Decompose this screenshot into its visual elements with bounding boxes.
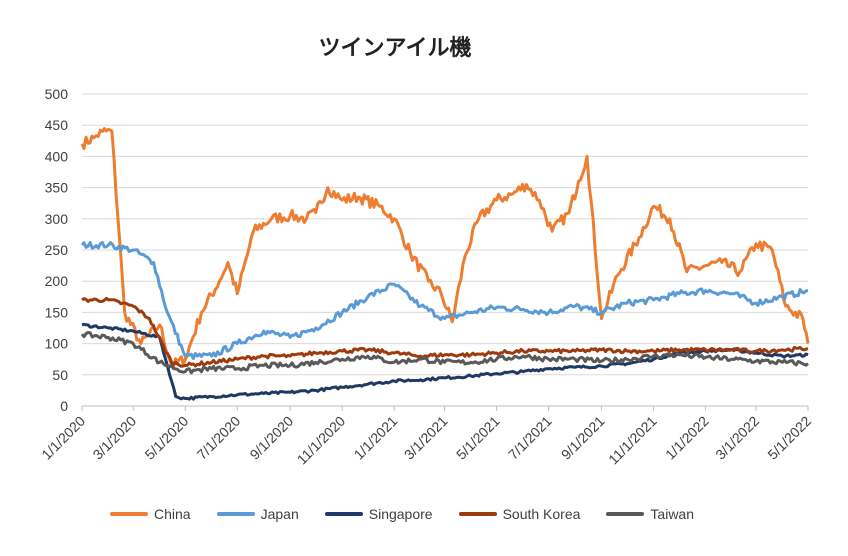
legend-label: South Korea xyxy=(502,506,581,522)
y-tick-label: 450 xyxy=(45,117,69,133)
series-line-china xyxy=(80,127,810,369)
x-tick-label: 7/1/2020 xyxy=(194,413,244,463)
y-tick-label: 350 xyxy=(45,180,69,196)
y-tick-label: 100 xyxy=(45,336,69,352)
legend-item-singapore: Singapore xyxy=(324,506,433,522)
y-tick-label: 250 xyxy=(45,242,69,258)
x-tick-label: 11/1/2020 xyxy=(294,413,349,468)
legend-item-south-korea: South Korea xyxy=(458,506,581,522)
legend-swatch xyxy=(110,512,148,516)
x-tick-label: 3/1/2022 xyxy=(712,413,762,463)
y-tick-label: 200 xyxy=(45,273,69,289)
legend-label: Japan xyxy=(260,506,299,522)
y-tick-label: 50 xyxy=(52,367,68,383)
y-tick-label: 500 xyxy=(45,86,69,102)
series-line-japan xyxy=(80,240,809,360)
legend-item-japan: Japan xyxy=(216,506,299,522)
x-tick-label: 5/1/2022 xyxy=(764,413,814,463)
x-tick-label: 1/1/2021 xyxy=(351,413,401,463)
legend-swatch xyxy=(216,512,255,516)
y-tick-label: 400 xyxy=(45,148,69,164)
legend-label: China xyxy=(154,506,191,522)
y-tick-label: 300 xyxy=(45,211,69,227)
x-tick-label: 1/1/2022 xyxy=(662,413,712,463)
series-line-south-korea xyxy=(81,296,809,368)
legend-swatch xyxy=(606,512,645,516)
x-tick-label: 5/1/2020 xyxy=(141,413,191,463)
y-tick-label: 150 xyxy=(45,304,69,320)
series-line-taiwan xyxy=(80,331,809,375)
x-tick-label: 7/1/2021 xyxy=(505,413,555,463)
x-tick-label: 3/1/2020 xyxy=(89,413,139,463)
legend-item-taiwan: Taiwan xyxy=(606,506,694,522)
x-tick-label: 5/1/2021 xyxy=(453,413,503,463)
x-tick-label: 9/1/2021 xyxy=(558,413,608,463)
legend-label: Singapore xyxy=(368,506,433,522)
x-tick-label: 3/1/2021 xyxy=(401,413,451,463)
legend-label: Taiwan xyxy=(650,506,695,522)
grid-lines xyxy=(82,93,808,407)
x-tick-label: 1/1/2020 xyxy=(38,413,88,463)
legend-item-china: China xyxy=(110,506,191,522)
series-lines xyxy=(80,127,810,401)
legend: China Japan Singapore South Korea Taiwan xyxy=(110,506,694,522)
x-tick-label: 11/1/2021 xyxy=(605,413,660,468)
x-tick-label: 9/1/2020 xyxy=(246,413,296,463)
y-tick-label: 0 xyxy=(60,398,68,414)
legend-swatch xyxy=(324,512,363,516)
legend-swatch xyxy=(458,512,497,516)
chart-title: ツインアイル機 xyxy=(318,36,472,61)
